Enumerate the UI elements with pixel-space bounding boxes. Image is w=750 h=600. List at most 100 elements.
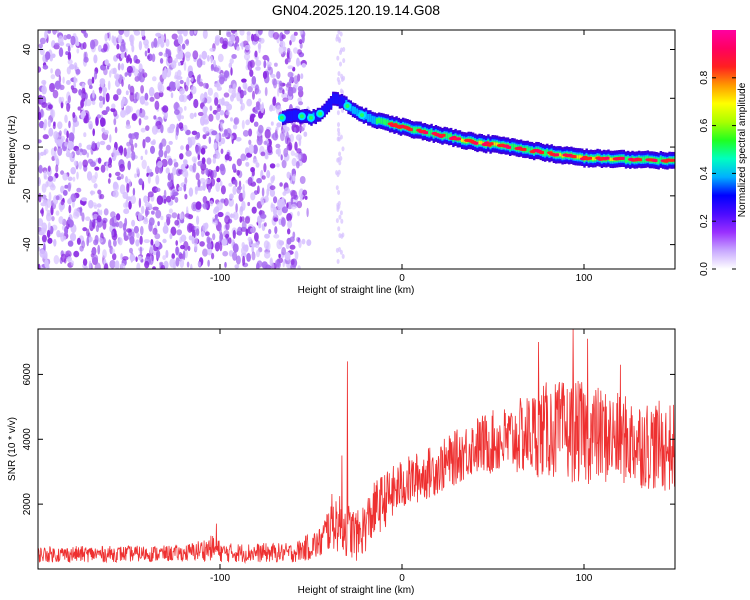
noise-speckle <box>224 154 230 161</box>
noise-speckle <box>297 85 304 92</box>
noise-speckle <box>54 68 61 78</box>
noise-speckle <box>48 127 54 137</box>
noise-speckle <box>289 133 294 143</box>
noise-speckle <box>67 216 71 225</box>
ridge-peak <box>407 128 415 132</box>
noise-speckle <box>281 217 286 227</box>
noise-speckle <box>336 77 340 82</box>
ridge-cell <box>642 156 645 163</box>
noise-speckle <box>140 127 146 133</box>
noise-speckle <box>192 50 199 60</box>
noise-speckle <box>256 136 263 146</box>
noise-speckle <box>210 63 215 70</box>
noise-speckle <box>231 54 237 59</box>
noise-speckle <box>112 67 117 75</box>
noise-speckle <box>214 220 219 226</box>
noise-speckle <box>335 36 339 42</box>
ridge-cell <box>447 133 451 140</box>
noise-speckle <box>174 196 179 203</box>
noise-speckle <box>277 88 280 97</box>
ridge-blob-core <box>360 113 364 118</box>
noise-speckle <box>81 212 85 222</box>
noise-speckle <box>215 165 220 172</box>
noise-speckle <box>225 233 230 239</box>
noise-speckle <box>94 262 101 269</box>
noise-speckle <box>219 110 224 116</box>
noise-speckle <box>232 243 239 253</box>
noise-speckle <box>184 213 191 218</box>
noise-speckle <box>342 75 346 81</box>
noise-speckle <box>76 171 79 180</box>
noise-speckle <box>274 62 278 67</box>
noise-speckle <box>112 149 118 158</box>
noise-speckle <box>267 144 273 154</box>
noise-speckle <box>179 153 184 160</box>
noise-speckle <box>183 241 189 251</box>
noise-speckle <box>108 173 112 178</box>
noise-speckle <box>164 150 167 159</box>
noise-speckle <box>99 209 103 216</box>
noise-speckle <box>98 237 104 243</box>
noise-speckle <box>178 253 185 260</box>
noise-speckle <box>147 195 150 202</box>
colorbar-tick-label: 0.2 <box>699 214 710 228</box>
noise-speckle <box>64 141 69 147</box>
ridge-cell <box>375 118 379 124</box>
noise-speckle <box>250 227 254 233</box>
noise-speckle <box>160 40 165 48</box>
noise-speckle <box>264 129 271 139</box>
snr-ticks: -100 0 100 2000 4000 6000 <box>22 329 675 584</box>
noise-speckle <box>153 37 158 48</box>
noise-speckle <box>174 109 180 115</box>
noise-speckle <box>165 144 171 154</box>
noise-speckle <box>42 64 49 70</box>
noise-speckle <box>78 142 82 148</box>
noise-speckle <box>181 94 188 103</box>
noise-speckle <box>106 65 110 70</box>
noise-speckle <box>137 212 143 222</box>
noise-speckle <box>242 183 245 192</box>
noise-speckle <box>60 135 65 141</box>
noise-speckle <box>298 39 303 45</box>
noise-speckle <box>255 66 261 71</box>
noise-speckle <box>146 172 149 177</box>
noise-speckle <box>104 33 108 42</box>
noise-speckle <box>38 139 42 144</box>
noise-speckle <box>117 34 123 44</box>
noise-speckle <box>66 130 69 139</box>
noise-speckle <box>52 175 56 182</box>
noise-speckle <box>78 161 83 170</box>
noise-speckle <box>57 146 63 156</box>
noise-speckle <box>232 185 237 195</box>
noise-speckle <box>160 215 164 221</box>
noise-speckle <box>254 50 258 58</box>
noise-speckle <box>185 38 190 46</box>
noise-speckle <box>117 62 121 71</box>
noise-speckle <box>224 215 231 225</box>
noise-speckle <box>242 130 249 137</box>
noise-speckle <box>134 173 138 179</box>
noise-speckle <box>257 185 260 194</box>
noise-speckle <box>336 204 340 210</box>
noise-speckle <box>148 86 155 97</box>
noise-speckle <box>105 92 110 103</box>
noise-speckle <box>123 208 130 215</box>
noise-speckle <box>275 149 279 155</box>
noise-speckle <box>113 118 117 126</box>
noise-speckle <box>167 55 173 64</box>
noise-speckle <box>143 39 149 46</box>
noise-speckle <box>197 153 201 161</box>
noise-speckle <box>148 217 155 226</box>
noise-speckle <box>250 243 258 248</box>
snr-x-axis-label: Height of straight line (km) <box>298 585 415 596</box>
noise-speckle <box>201 168 205 175</box>
noise-speckle <box>296 49 302 55</box>
noise-speckle <box>55 195 60 201</box>
noise-speckle <box>339 50 342 55</box>
ridge-blob-core <box>309 115 313 120</box>
noise-speckle <box>158 84 165 93</box>
noise-speckle <box>335 185 339 191</box>
noise-speckle <box>243 52 251 61</box>
noise-speckle <box>264 222 267 227</box>
noise-speckle <box>80 93 86 99</box>
